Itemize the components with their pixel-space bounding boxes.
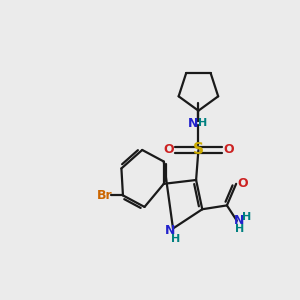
- Text: N: N: [165, 224, 175, 237]
- Text: S: S: [193, 142, 204, 158]
- Text: H: H: [235, 224, 244, 234]
- Text: O: O: [237, 177, 247, 190]
- Text: Br: Br: [97, 189, 112, 202]
- Text: O: O: [223, 143, 234, 157]
- Text: N: N: [234, 214, 244, 227]
- Text: H: H: [242, 212, 251, 222]
- Text: H: H: [171, 233, 180, 244]
- Text: N: N: [188, 116, 198, 130]
- Text: H: H: [198, 118, 208, 128]
- Text: O: O: [163, 143, 174, 157]
